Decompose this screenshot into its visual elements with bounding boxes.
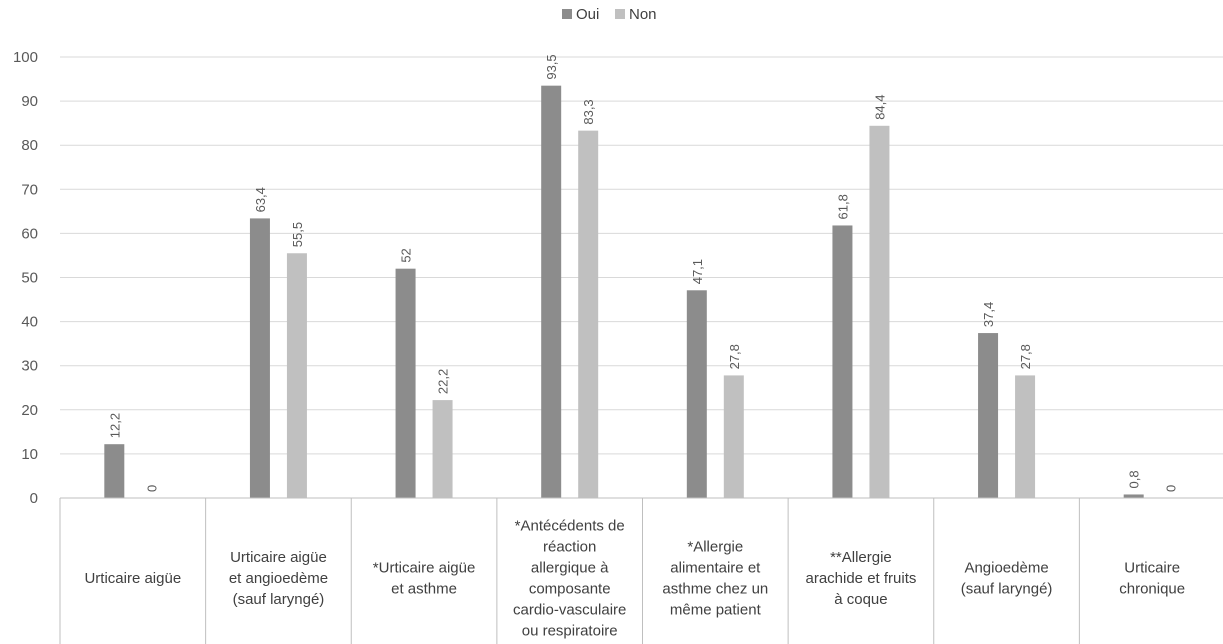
y-axis: 0 10 20 30 40 50 60 70 80 90 100 (13, 49, 38, 507)
y-tick-label: 70 (21, 181, 38, 198)
legend-swatch (562, 9, 572, 19)
bar-oui (686, 290, 707, 498)
category-label-line: **Allergie (830, 549, 892, 566)
data-label: 61,8 (835, 194, 850, 219)
data-label: 47,1 (690, 259, 705, 284)
category-label-line: ou respiratoire (522, 623, 618, 640)
y-tick-label: 100 (13, 49, 38, 66)
y-tick-label: 0 (30, 490, 38, 507)
data-label: 63,4 (253, 187, 268, 212)
category-label: Urticaire aigüe et angioedème (sauf laryng… (229, 549, 328, 608)
data-label: 0 (1164, 485, 1179, 492)
bar-non (723, 375, 744, 498)
category-label-line: réaction (543, 539, 596, 556)
bar-oui (978, 333, 999, 498)
category-label-line: à coque (834, 591, 887, 608)
category-label: *Urticaire aigüe et asthme (373, 560, 476, 598)
data-labels: 12,2 63,4 52 93,5 47,1 61,8 37,4 0,8 0 55,5 22,2 83… (107, 54, 1178, 492)
data-label: 93,5 (544, 54, 559, 79)
data-label: 52 (399, 248, 414, 262)
bar-non (286, 253, 307, 498)
bar-oui (104, 444, 125, 498)
legend-label: Non (629, 6, 657, 23)
category-label-line: chronique (1119, 581, 1185, 598)
category-label-line: Angioedème (964, 560, 1048, 577)
category-label-line: asthme chez un (662, 581, 768, 598)
data-label: 84,4 (872, 94, 887, 119)
category-label: Urticaire aigüe (84, 570, 181, 587)
category-label-line: arachide et fruits (805, 570, 916, 587)
data-label: 0 (144, 485, 159, 492)
y-tick-label: 90 (21, 93, 38, 110)
category-label: Urticaire chronique (1119, 560, 1185, 598)
data-label: 55,5 (290, 222, 305, 247)
category-label-line: alimentaire et (670, 560, 761, 577)
y-tick-label: 30 (21, 358, 38, 375)
bar-oui (395, 268, 416, 498)
y-tick-label: 60 (21, 225, 38, 242)
bars (104, 85, 1144, 499)
legend-swatch (615, 9, 625, 19)
bar-oui (249, 218, 270, 498)
category-label-line: allergique à (531, 560, 609, 577)
y-tick-label: 40 (21, 314, 38, 331)
bar-non (432, 400, 453, 498)
category-label-line: même patient (670, 602, 762, 619)
category-label-line: Urticaire aigüe (230, 549, 327, 566)
data-label: 27,8 (727, 344, 742, 369)
bar-non (578, 130, 599, 498)
category-label-line: cardio-vasculaire (513, 602, 626, 619)
x-axis: Urticaire aigüe Urticaire aigüe et angioed… (59, 497, 1223, 644)
category-label-line: *Allergie (687, 539, 743, 556)
category-label-line: et angioedème (229, 570, 328, 587)
category-label-line: *Antécédents de (515, 518, 625, 535)
bar-oui (1123, 494, 1144, 498)
legend: Oui Non (562, 6, 657, 23)
data-label: 37,4 (981, 302, 996, 327)
y-tick-label: 20 (21, 402, 38, 419)
bar-non (1015, 375, 1036, 498)
category-label: *Allergie alimentaire et asthme chez un mêm… (662, 539, 768, 619)
category-label-line: (sauf laryngé) (961, 581, 1053, 598)
legend-label: Oui (576, 6, 599, 23)
data-label: 0,8 (1127, 470, 1142, 488)
category-label-line: *Urticaire aigüe (373, 560, 476, 577)
category-label: *Antécédents de réaction allergique à compo… (513, 518, 626, 640)
category-label-line: Urticaire aigüe (84, 570, 181, 587)
category-label: **Allergie arachide et fruits à coque (805, 549, 916, 608)
bar-non (869, 125, 890, 499)
category-label-line: composante (529, 581, 611, 598)
category-label-line: (sauf laryngé) (233, 591, 325, 608)
bar-oui (832, 225, 853, 498)
y-tick-label: 50 (21, 270, 38, 287)
data-label: 27,8 (1018, 344, 1033, 369)
data-label: 83,3 (581, 99, 596, 124)
data-label: 12,2 (107, 413, 122, 438)
y-tick-label: 10 (21, 446, 38, 463)
bar-oui (541, 85, 562, 498)
category-label: Angioedème (sauf laryngé) (961, 560, 1053, 598)
category-label-line: et asthme (391, 581, 457, 598)
data-label: 22,2 (436, 369, 451, 394)
gridlines (60, 56, 1223, 455)
y-tick-label: 80 (21, 137, 38, 154)
category-label-line: Urticaire (1124, 560, 1180, 577)
